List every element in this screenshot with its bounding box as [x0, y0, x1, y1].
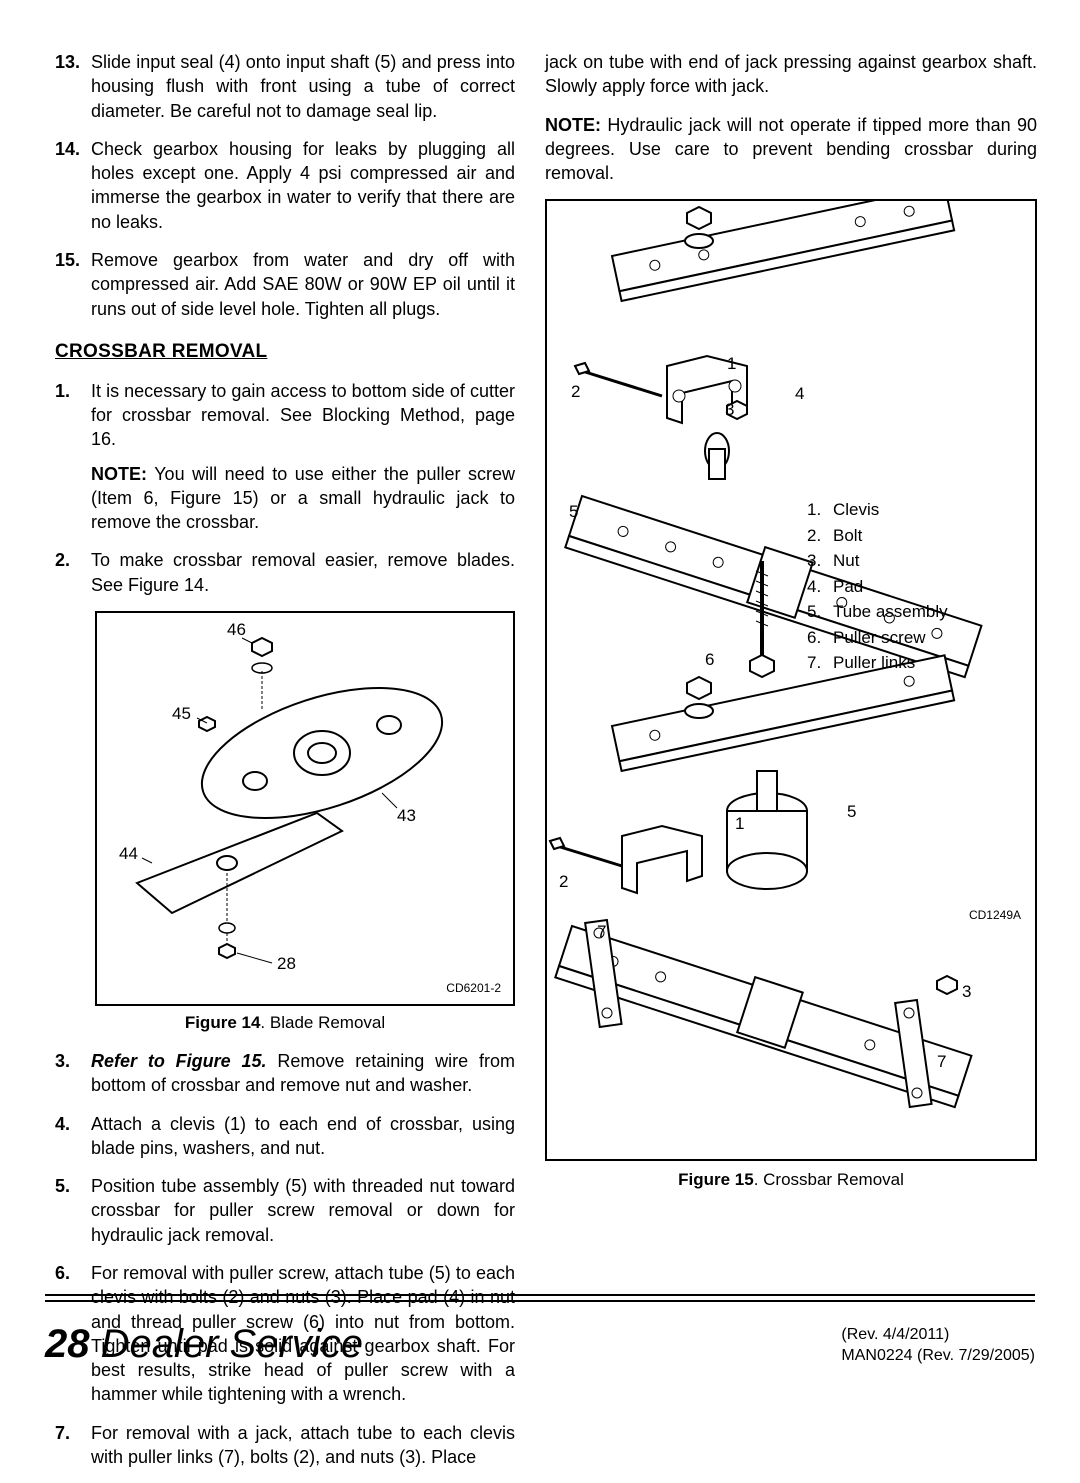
figure-14-caption: Figure 14. Blade Removal	[55, 1012, 515, 1035]
caption-rest: . Crossbar Removal	[754, 1170, 904, 1189]
step-num: 1.	[55, 379, 91, 535]
note-text: You will need to use either the puller s…	[91, 464, 515, 533]
note-label: NOTE:	[545, 115, 601, 135]
figure-15-caption: Figure 15. Crossbar Removal	[545, 1169, 1037, 1192]
step-15: 15. Remove gearbox from water and dry of…	[55, 248, 515, 321]
callout-43: 43	[397, 805, 416, 828]
step-text: Remove gearbox from water and dry off wi…	[91, 248, 515, 321]
step-lead: Refer to Figure 15.	[91, 1051, 267, 1071]
legend-item: 4.Pad	[807, 574, 948, 600]
step-text: Attach a clevis (1) to each end of cross…	[91, 1112, 515, 1161]
legend-item: 3.Nut	[807, 548, 948, 574]
callout-bot-7b: 7	[937, 1051, 946, 1074]
step-num: 5.	[55, 1174, 91, 1247]
step-num: 4.	[55, 1112, 91, 1161]
step-num: 13.	[55, 50, 91, 123]
step-text: For removal with a jack, attach tube to …	[91, 1421, 515, 1470]
callout-bot-3: 3	[962, 981, 971, 1004]
figure-15-code: CD1249A	[969, 907, 1021, 923]
callout-top-3: 3	[725, 399, 734, 422]
callout-top-1: 1	[727, 353, 736, 376]
callout-28: 28	[277, 953, 296, 976]
figure-15: 1 2 3 4 5 6 1 2 5 7 3 7 1.Clevis 2.Bolt …	[545, 199, 1037, 1161]
page-number: 28	[45, 1322, 90, 1366]
step-num: 15.	[55, 248, 91, 321]
footer-rev2: MAN0224 (Rev. 7/29/2005)	[841, 1345, 1035, 1367]
callout-bot-5: 5	[847, 801, 856, 824]
step-body: Refer to Figure 15. Remove retaining wir…	[91, 1049, 515, 1098]
note-text: Hydraulic jack will not operate if tippe…	[545, 115, 1037, 184]
footer-left: 28 Dealer Service	[45, 1322, 363, 1367]
callout-bot-1: 1	[735, 813, 744, 836]
step-note: NOTE: You will need to use either the pu…	[91, 462, 515, 535]
step-body: It is necessary to gain access to bottom…	[91, 379, 515, 535]
right-column: jack on tube with end of jack pressing a…	[545, 50, 1037, 1483]
step-text: It is necessary to gain access to bottom…	[91, 381, 515, 450]
step-num: 7.	[55, 1421, 91, 1470]
step-text: To make crossbar removal easier, remove …	[91, 548, 515, 597]
legend-item: 5.Tube assembly	[807, 599, 948, 625]
crossbar-step-7: 7. For removal with a jack, attach tube …	[55, 1421, 515, 1470]
step-14: 14. Check gearbox housing for leaks by p…	[55, 137, 515, 234]
step-text: Position tube assembly (5) with threaded…	[91, 1174, 515, 1247]
figure-15-legend: 1.Clevis 2.Bolt 3.Nut 4.Pad 5.Tube assem…	[807, 497, 948, 676]
figure-15-svg	[547, 201, 1035, 1159]
legend-item: 7.Puller links	[807, 650, 948, 676]
callout-46: 46	[227, 619, 246, 642]
crossbar-step-5: 5. Position tube assembly (5) with threa…	[55, 1174, 515, 1247]
left-column: 13. Slide input seal (4) onto input shaf…	[55, 50, 515, 1483]
note-label: NOTE:	[91, 464, 147, 484]
crossbar-step-2: 2. To make crossbar removal easier, remo…	[55, 548, 515, 597]
step-13: 13. Slide input seal (4) onto input shaf…	[55, 50, 515, 123]
figure-14-code: CD6201-2	[446, 980, 501, 996]
callout-44: 44	[119, 843, 138, 866]
heading-crossbar-removal: CROSSBAR REMOVAL	[55, 339, 515, 365]
step-num: 14.	[55, 137, 91, 234]
callout-top-5: 5	[569, 501, 578, 524]
legend-item: 1.Clevis	[807, 497, 948, 523]
caption-bold: Figure 15	[678, 1170, 754, 1189]
step-text: Check gearbox housing for leaks by plugg…	[91, 137, 515, 234]
legend-item: 6.Puller screw	[807, 625, 948, 651]
step-num: 2.	[55, 548, 91, 597]
callout-45: 45	[172, 703, 191, 726]
jack-para: jack on tube with end of jack pressing a…	[545, 50, 1037, 99]
footer-rev1: (Rev. 4/4/2011)	[841, 1324, 1035, 1346]
page-footer: 28 Dealer Service (Rev. 4/4/2011) MAN022…	[45, 1322, 1035, 1367]
callout-bot-7a: 7	[597, 921, 606, 944]
figure-14: 46 45 43 44 28 CD6201-2	[95, 611, 515, 1006]
crossbar-step-3: 3. Refer to Figure 15. Remove retaining …	[55, 1049, 515, 1098]
step-text: Slide input seal (4) onto input shaft (5…	[91, 50, 515, 123]
caption-bold: Figure 14	[185, 1013, 261, 1032]
footer-right: (Rev. 4/4/2011) MAN0224 (Rev. 7/29/2005)	[841, 1324, 1035, 1367]
footer-section: Dealer Service	[90, 1322, 363, 1366]
page-content: 13. Slide input seal (4) onto input shaf…	[0, 0, 1080, 1483]
footer-rule	[45, 1294, 1035, 1302]
callout-top-6: 6	[705, 649, 714, 672]
step-num: 3.	[55, 1049, 91, 1098]
hydraulic-note: NOTE: Hydraulic jack will not operate if…	[545, 113, 1037, 186]
crossbar-step-1: 1. It is necessary to gain access to bot…	[55, 379, 515, 535]
callout-top-2: 2	[571, 381, 580, 404]
crossbar-step-4: 4. Attach a clevis (1) to each end of cr…	[55, 1112, 515, 1161]
caption-rest: . Blade Removal	[260, 1013, 385, 1032]
callout-top-4: 4	[795, 383, 804, 406]
figure-14-svg	[97, 613, 513, 1004]
callout-bot-2: 2	[559, 871, 568, 894]
legend-item: 2.Bolt	[807, 523, 948, 549]
